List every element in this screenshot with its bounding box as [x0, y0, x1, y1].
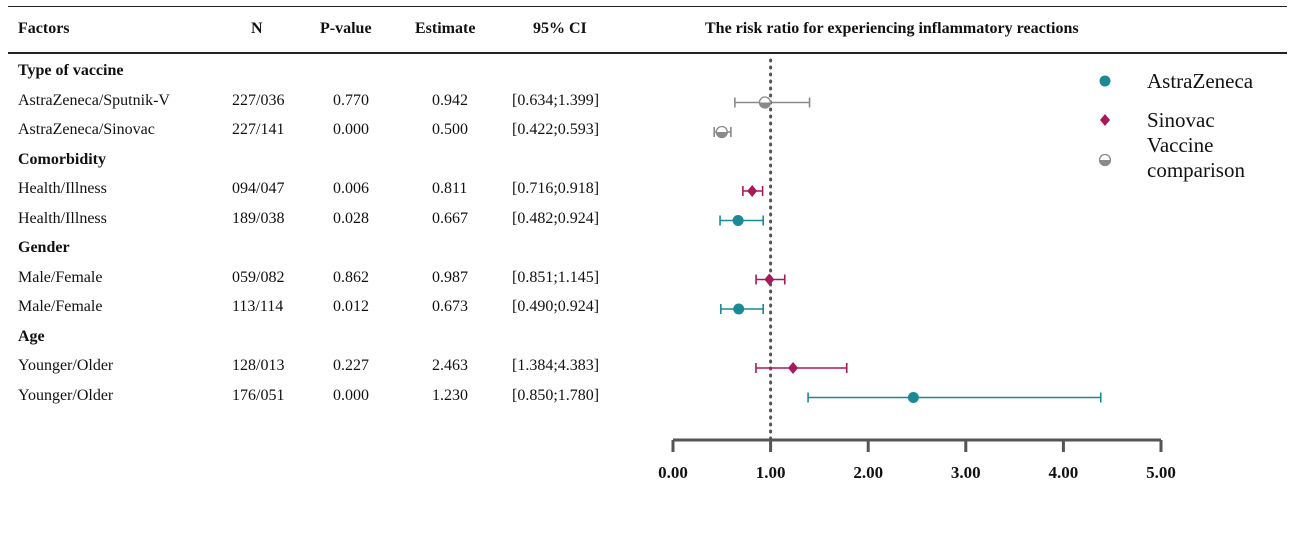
table-row: Health/Illness 094/047 0.006 0.811 [0.716;0.…	[0, 176, 660, 206]
ci-cell: [0.482;0.924]	[512, 209, 600, 227]
n-cell: 189/038	[232, 209, 285, 227]
legend-marker	[1099, 75, 1111, 87]
x-tick-label: 5.00	[1146, 463, 1176, 482]
factor-cell: Male/Female	[18, 298, 103, 315]
group-header-row: Comorbidity	[0, 147, 660, 177]
factor-cell: Male/Female	[18, 268, 103, 286]
estimate-cell: 1.230	[432, 386, 468, 404]
legend-label: Sinovac	[1147, 108, 1215, 132]
factor-cell: Younger/Older	[18, 357, 114, 374]
plot-title: The risk ratio for experiencing inflamma…	[705, 20, 1079, 37]
legend-marker	[1100, 114, 1110, 126]
table-header-rule	[8, 52, 1287, 54]
legend-marker-fill	[1099, 160, 1111, 166]
point-estimate	[764, 273, 775, 286]
point-estimate	[907, 392, 919, 403]
p-value-cell: 0.862	[333, 268, 369, 286]
p-value-cell: 0.000	[333, 121, 369, 138]
table-row: AstraZeneca/Sputnik-V 227/036 0.770 0.942 [0…	[0, 88, 660, 118]
ci-cell: [0.490;0.924]	[512, 298, 600, 315]
p-value-cell: 0.227	[333, 357, 369, 374]
table-row: Health/Illness 189/038 0.028 0.667 [0.482;0.…	[0, 206, 660, 236]
header-p-value: P-value	[320, 20, 372, 37]
group-header-row: Gender	[0, 235, 660, 265]
p-value-cell: 0.000	[333, 386, 369, 404]
factor-cell: AstraZeneca/Sputnik-V	[18, 91, 170, 109]
group-header-row: Type of vaccine	[0, 58, 660, 88]
point-estimate	[788, 362, 799, 374]
point-estimate-fill	[716, 132, 728, 138]
x-tick-label: 3.00	[951, 463, 981, 482]
group-header-row: Age	[0, 324, 660, 354]
n-cell: 227/141	[232, 121, 285, 138]
point-estimate	[732, 215, 744, 226]
estimate-cell: 0.500	[432, 121, 468, 138]
group-label: Age	[18, 327, 45, 345]
legend-label: AstraZeneca	[1147, 69, 1254, 93]
table-row: AstraZeneca/Sinovac 227/141 0.000 0.500 [0.4…	[0, 117, 660, 147]
x-tick-label: 2.00	[853, 463, 883, 482]
point-estimate-fill	[759, 102, 771, 108]
legend-label: Vaccine	[1147, 133, 1213, 157]
n-cell: 128/013	[232, 357, 285, 374]
header-n: N	[251, 20, 263, 37]
x-tick-label: 1.00	[756, 463, 786, 482]
ci-cell: [0.851;1.145]	[512, 268, 600, 286]
n-cell: 227/036	[232, 91, 285, 109]
p-value-cell: 0.012	[333, 298, 369, 315]
header-ci: 95% CI	[533, 20, 587, 37]
n-cell: 059/082	[232, 268, 285, 286]
ci-cell: [0.716;0.918]	[512, 180, 600, 197]
p-value-cell: 0.028	[333, 209, 369, 227]
ci-cell: [0.634;1.399]	[512, 91, 600, 109]
estimate-cell: 0.811	[432, 180, 468, 197]
table-row: Younger/Older 128/013 0.227 2.463 [1.384;4.3…	[0, 353, 660, 383]
legend-label: comparison	[1147, 158, 1245, 182]
factor-cell: Health/Illness	[18, 209, 107, 227]
estimate-cell: 0.987	[432, 268, 468, 286]
estimate-cell: 0.673	[432, 298, 468, 315]
ci-cell: [1.384;4.383]	[512, 357, 600, 374]
table-row: Male/Female 059/082 0.862 0.987 [0.851;1.145…	[0, 265, 660, 295]
ci-cell: [0.850;1.780]	[512, 386, 600, 404]
group-label: Gender	[18, 239, 70, 256]
group-label: Type of vaccine	[18, 62, 124, 79]
x-tick-label: 0.00	[658, 463, 688, 482]
point-estimate	[747, 185, 758, 197]
estimate-cell: 2.463	[432, 357, 468, 374]
n-cell: 176/051	[232, 386, 285, 404]
factor-cell: AstraZeneca/Sinovac	[18, 121, 155, 138]
header-factors: Factors	[18, 20, 70, 37]
estimate-cell: 0.667	[432, 209, 468, 227]
table-row: Younger/Older 176/051 0.000 1.230 [0.850;1.7…	[0, 383, 660, 413]
n-cell: 094/047	[232, 180, 285, 197]
factor-cell: Health/Illness	[18, 180, 107, 197]
table-row: Male/Female 113/114 0.012 0.673 [0.490;0.924…	[0, 294, 660, 324]
n-cell: 113/114	[232, 298, 284, 315]
p-value-cell: 0.770	[333, 91, 369, 109]
p-value-cell: 0.006	[333, 180, 369, 197]
factor-cell: Younger/Older	[18, 386, 114, 404]
header-estimate: Estimate	[415, 20, 476, 37]
estimate-cell: 0.942	[432, 91, 468, 109]
x-tick-label: 4.00	[1049, 463, 1079, 482]
point-estimate	[733, 303, 745, 315]
ci-cell: [0.422;0.593]	[512, 121, 600, 138]
group-label: Comorbidity	[18, 150, 106, 168]
table-top-rule	[8, 6, 1287, 7]
